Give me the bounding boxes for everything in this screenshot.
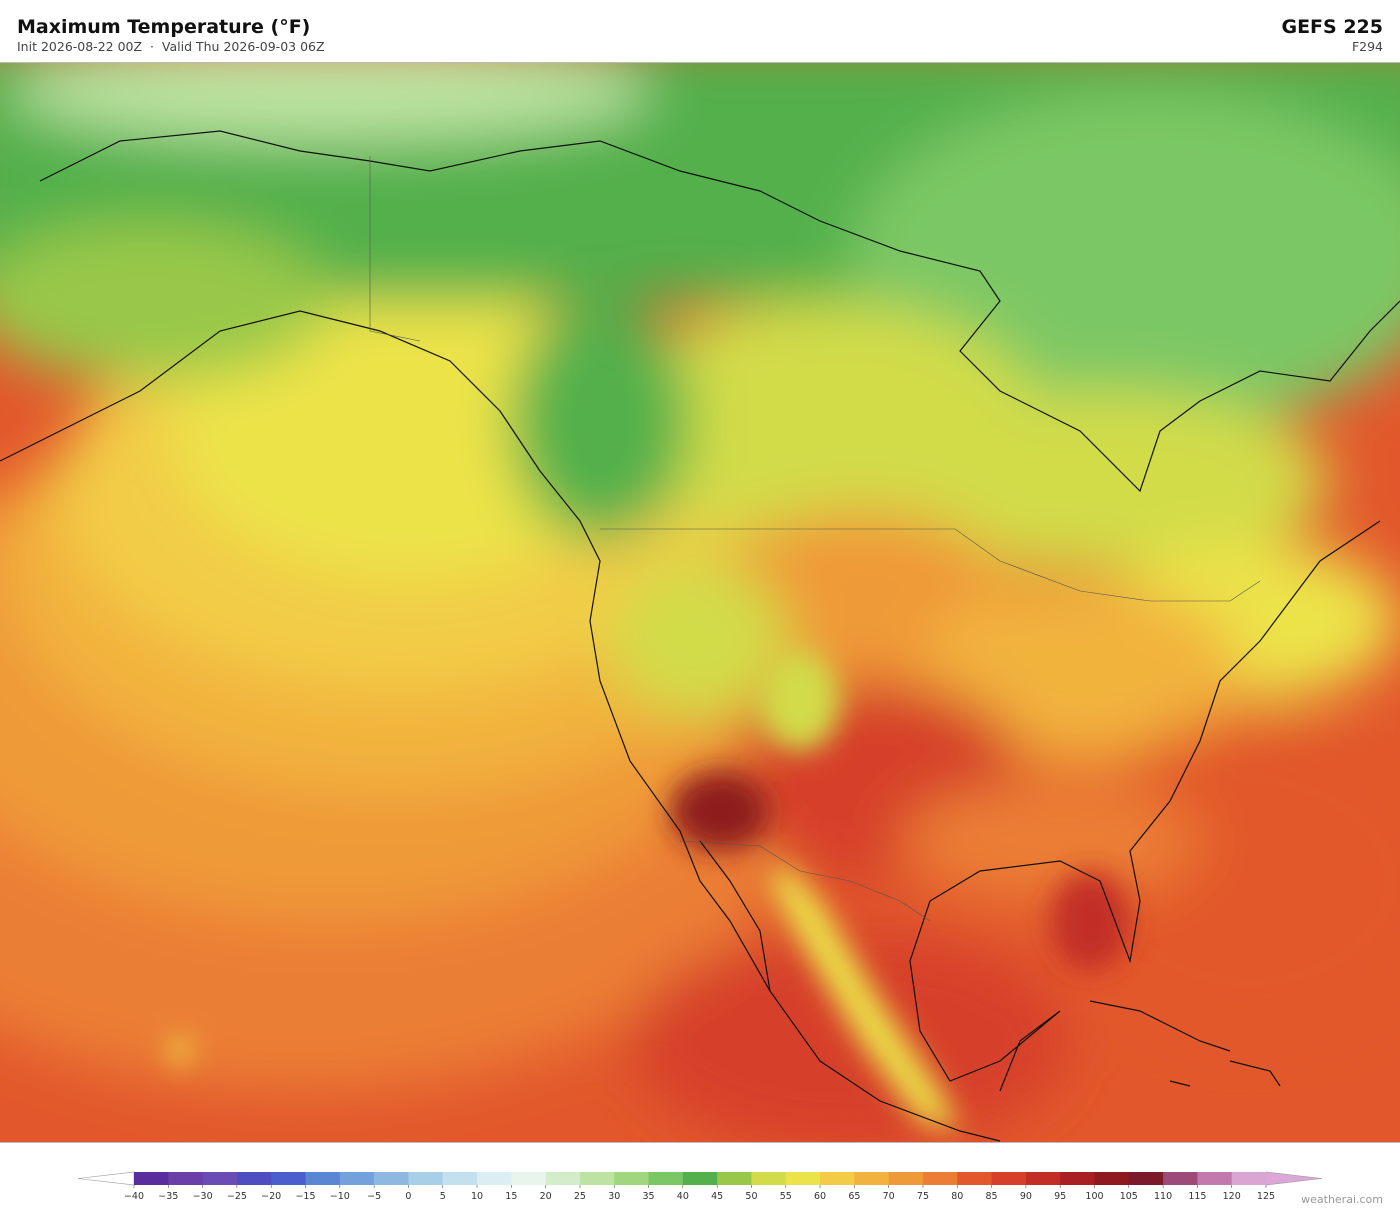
colorbar-bin bbox=[854, 1172, 890, 1185]
colorbar-bin bbox=[717, 1172, 752, 1185]
colorbar-bin bbox=[785, 1172, 821, 1185]
temperature-field bbox=[0, 63, 1400, 1142]
colorbar-bin bbox=[236, 1172, 272, 1185]
colorbar-bin bbox=[477, 1172, 512, 1185]
colorbar-tick-label: 45 bbox=[711, 1191, 723, 1202]
colorbar-tick-label: −15 bbox=[295, 1191, 315, 1202]
colorbar-tick-label: −25 bbox=[227, 1191, 247, 1202]
colorbar-tick-label: 15 bbox=[505, 1191, 517, 1202]
colorbar-bin bbox=[1094, 1172, 1130, 1185]
colorbar-tick-label: 80 bbox=[951, 1191, 963, 1202]
colorbar-tick-label: 70 bbox=[883, 1191, 895, 1202]
colorbar-bin bbox=[305, 1172, 341, 1185]
colorbar-tick-label: −35 bbox=[158, 1191, 178, 1202]
colorbar-tick-label: 95 bbox=[1054, 1191, 1066, 1202]
colorbar-bin bbox=[442, 1172, 478, 1185]
colorbar-tick-label: 20 bbox=[540, 1191, 552, 1202]
colorbar-tick-label: 110 bbox=[1154, 1191, 1172, 1202]
colorbar-tick-label: 100 bbox=[1085, 1191, 1103, 1202]
colorbar-bin bbox=[957, 1172, 993, 1185]
colorbar-over bbox=[1265, 1171, 1323, 1186]
colorbar-bin bbox=[374, 1172, 409, 1185]
colorbar-tick-label: 40 bbox=[677, 1191, 689, 1202]
colorbar-bin bbox=[202, 1172, 238, 1185]
colorbar-bin bbox=[888, 1172, 924, 1185]
colorbar-tick-label: 55 bbox=[780, 1191, 792, 1202]
colorbar-tick-label: 105 bbox=[1120, 1191, 1138, 1202]
colorbar-bin bbox=[545, 1172, 581, 1185]
map bbox=[0, 62, 1400, 1143]
colorbar-bin bbox=[1025, 1172, 1061, 1185]
colorbar-bin bbox=[1197, 1172, 1233, 1185]
colorbar-tick-label: 75 bbox=[917, 1191, 929, 1202]
map-title: Maximum Temperature (°F) bbox=[17, 16, 311, 38]
watermark: weatherai.com bbox=[1301, 1193, 1383, 1206]
colorbar-tick-label: 10 bbox=[471, 1191, 483, 1202]
colorbar-tick-label: −20 bbox=[261, 1191, 281, 1202]
colorbar-tick-label: 115 bbox=[1188, 1191, 1206, 1202]
colorbar-bin bbox=[1128, 1172, 1164, 1185]
colorbar-bin bbox=[682, 1172, 718, 1185]
colorbar-bin bbox=[134, 1172, 169, 1185]
colorbar-tick-label: 85 bbox=[986, 1191, 998, 1202]
colorbar-bin bbox=[751, 1172, 787, 1185]
colorbar-bin bbox=[339, 1172, 375, 1185]
colorbar-bin bbox=[1231, 1172, 1267, 1185]
colorbar-tick-label: −10 bbox=[330, 1191, 350, 1202]
colorbar-tick-label: 60 bbox=[814, 1191, 826, 1202]
map-subtitle: Init 2026-08-22 00Z · Valid Thu 2026-09-… bbox=[17, 39, 325, 54]
model-name: GEFS 225 bbox=[1281, 16, 1383, 38]
colorbar-bin bbox=[648, 1172, 684, 1185]
colorbar-bin bbox=[614, 1172, 650, 1185]
map-field bbox=[0, 63, 1400, 1142]
colorbar-tick-label: −40 bbox=[124, 1191, 144, 1202]
colorbar-tick-label: 35 bbox=[642, 1191, 654, 1202]
borders bbox=[369, 156, 1261, 922]
colorbar-tick-label: 90 bbox=[1020, 1191, 1032, 1202]
colorbar-tick-label: 0 bbox=[405, 1191, 411, 1202]
colorbar-bin bbox=[991, 1172, 1027, 1185]
colorbar-bin bbox=[579, 1172, 615, 1185]
colorbar-bin bbox=[820, 1172, 855, 1185]
colorbar-tick-label: 30 bbox=[608, 1191, 620, 1202]
colorbar-tick-label: −30 bbox=[193, 1191, 213, 1202]
colorbar-bin bbox=[1060, 1172, 1095, 1185]
colorbar-bin bbox=[922, 1172, 958, 1185]
forecast-hour: F294 bbox=[1351, 39, 1383, 54]
colorbar-bin bbox=[408, 1172, 444, 1185]
colorbar: −40 −35 −30 −25 −20 −15 −10 −5 0 5 10 15 20 25 30 35 40 4… bbox=[77, 1171, 1323, 1202]
colorbar-tick-label: 5 bbox=[440, 1191, 446, 1202]
colorbar-bin bbox=[511, 1172, 547, 1185]
colorbar-tick-label: 120 bbox=[1223, 1191, 1241, 1202]
colorbar-tick-label: 25 bbox=[574, 1191, 586, 1202]
colorbar-tick-label: 65 bbox=[848, 1191, 860, 1202]
coastlines bbox=[0, 130, 1400, 1142]
colorbar-bin bbox=[1163, 1172, 1198, 1185]
colorbar-under bbox=[77, 1171, 135, 1186]
colorbar-bin bbox=[168, 1172, 204, 1185]
colorbar-tick-label: −5 bbox=[367, 1191, 381, 1202]
colorbar-bin bbox=[271, 1172, 307, 1185]
colorbar-tick-label: 125 bbox=[1257, 1191, 1275, 1202]
colorbar-tick-label: 50 bbox=[745, 1191, 757, 1202]
